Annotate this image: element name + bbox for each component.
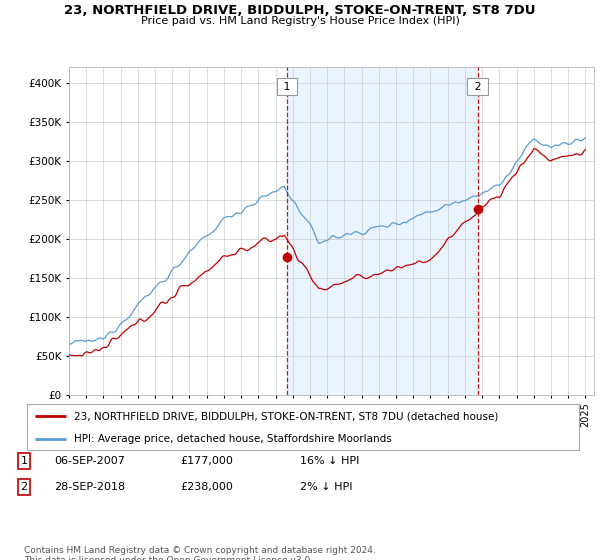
Text: £238,000: £238,000 [180, 482, 233, 492]
FancyBboxPatch shape [27, 404, 579, 450]
Text: 1: 1 [20, 456, 28, 466]
Text: 06-SEP-2007: 06-SEP-2007 [54, 456, 125, 466]
Text: Contains HM Land Registry data © Crown copyright and database right 2024.
This d: Contains HM Land Registry data © Crown c… [24, 546, 376, 560]
Text: 2: 2 [471, 82, 485, 92]
Text: 16% ↓ HPI: 16% ↓ HPI [300, 456, 359, 466]
Text: 23, NORTHFIELD DRIVE, BIDDULPH, STOKE-ON-TRENT, ST8 7DU: 23, NORTHFIELD DRIVE, BIDDULPH, STOKE-ON… [64, 4, 536, 17]
Text: 23, NORTHFIELD DRIVE, BIDDULPH, STOKE-ON-TRENT, ST8 7DU (detached house): 23, NORTHFIELD DRIVE, BIDDULPH, STOKE-ON… [74, 411, 499, 421]
Text: 1: 1 [280, 82, 294, 92]
Text: 2: 2 [20, 482, 28, 492]
Text: 2% ↓ HPI: 2% ↓ HPI [300, 482, 353, 492]
Text: 28-SEP-2018: 28-SEP-2018 [54, 482, 125, 492]
Bar [287, 67, 478, 395]
Text: £177,000: £177,000 [180, 456, 233, 466]
Text: Price paid vs. HM Land Registry's House Price Index (HPI): Price paid vs. HM Land Registry's House … [140, 16, 460, 26]
Text: HPI: Average price, detached house, Staffordshire Moorlands: HPI: Average price, detached house, Staf… [74, 434, 392, 444]
